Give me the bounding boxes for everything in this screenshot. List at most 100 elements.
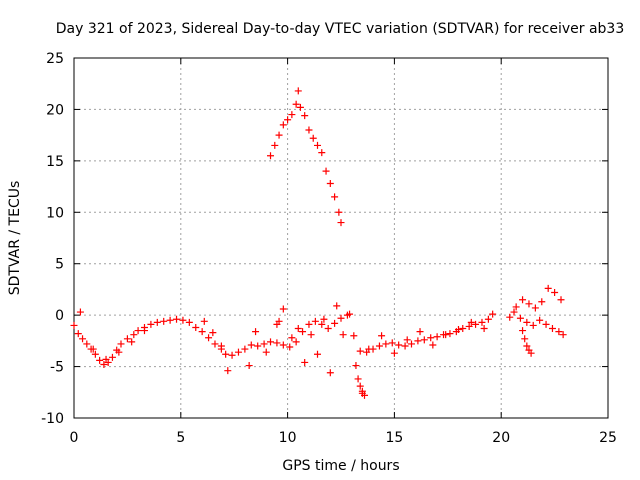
data-point	[320, 315, 328, 323]
data-point	[70, 321, 78, 329]
data-point	[433, 333, 441, 341]
data-point	[96, 356, 104, 364]
data-point	[288, 111, 296, 119]
data-point	[252, 328, 260, 336]
data-point	[166, 316, 174, 324]
data-point	[314, 350, 322, 358]
data-point	[442, 331, 450, 339]
data-point	[279, 121, 287, 129]
data-point	[83, 340, 91, 348]
data-point	[140, 327, 148, 335]
data-point	[352, 362, 360, 370]
data-point	[375, 342, 383, 350]
data-point	[79, 335, 87, 343]
data-point	[147, 320, 155, 328]
data-point	[100, 361, 108, 369]
data-point	[523, 318, 531, 326]
data-point	[335, 208, 343, 216]
data-point	[542, 320, 550, 328]
x-tick-label: 5	[176, 430, 185, 446]
data-point	[200, 317, 208, 325]
data-point	[536, 316, 544, 324]
data-point	[378, 332, 386, 340]
data-point	[429, 341, 437, 349]
data-point	[318, 149, 326, 157]
data-point	[288, 334, 296, 342]
y-tick-label: -5	[50, 360, 64, 376]
data-point	[358, 387, 366, 395]
data-point	[284, 116, 292, 124]
data-point	[356, 347, 364, 355]
data-point	[262, 348, 270, 356]
data-point	[350, 332, 358, 340]
data-point	[510, 308, 518, 316]
data-point	[356, 382, 364, 390]
data-point	[523, 342, 531, 350]
y-tick-label: 10	[46, 205, 64, 221]
data-point	[241, 345, 249, 353]
data-point	[337, 314, 345, 322]
data-point	[489, 310, 497, 318]
data-point	[527, 349, 535, 357]
data-point	[153, 318, 161, 326]
data-point	[337, 219, 345, 227]
data-point	[390, 349, 398, 357]
data-point	[506, 313, 514, 321]
data-point	[324, 325, 332, 333]
data-point	[519, 327, 527, 335]
data-point	[529, 321, 537, 329]
data-point	[301, 358, 309, 366]
data-point	[209, 329, 217, 337]
data-point	[224, 367, 232, 375]
data-point	[160, 317, 168, 325]
data-point	[74, 330, 82, 338]
y-tick-label: 5	[55, 257, 64, 273]
data-point	[173, 315, 181, 323]
data-point	[198, 328, 206, 336]
grid	[74, 58, 608, 418]
y-tick-label: 0	[55, 308, 64, 324]
data-point	[407, 340, 415, 348]
data-point	[89, 345, 97, 353]
data-point	[273, 320, 281, 328]
data-point	[559, 331, 567, 339]
y-tick-label: 15	[46, 154, 64, 170]
data-point	[117, 340, 125, 348]
data-point	[102, 355, 110, 363]
data-point	[331, 319, 339, 327]
y-tick-label: 20	[46, 102, 64, 118]
y-axis-label: SDTVAR / TECUs	[7, 181, 23, 296]
data-points	[70, 87, 567, 399]
data-point	[192, 323, 200, 331]
data-point	[401, 342, 409, 350]
data-point	[234, 348, 242, 356]
data-point	[420, 336, 428, 344]
data-point	[322, 167, 330, 175]
data-point	[465, 322, 473, 330]
x-tick-label: 10	[279, 430, 297, 446]
data-point	[267, 152, 275, 160]
data-point	[538, 298, 546, 306]
data-point	[382, 340, 390, 348]
data-point	[260, 340, 268, 348]
data-point	[459, 325, 467, 333]
data-point	[279, 341, 287, 349]
data-point	[115, 348, 123, 356]
data-point	[333, 302, 341, 310]
data-point	[108, 353, 116, 361]
data-point	[134, 327, 142, 335]
data-point	[130, 331, 138, 339]
data-point	[254, 342, 262, 350]
data-point	[211, 340, 219, 348]
x-axis-label: GPS time / hours	[282, 458, 399, 474]
data-point	[467, 318, 475, 326]
x-tick-label: 0	[70, 430, 79, 446]
data-point	[305, 320, 313, 328]
data-point	[271, 141, 279, 149]
data-point	[247, 341, 255, 349]
data-point	[292, 338, 300, 346]
data-point	[326, 369, 334, 377]
data-point	[516, 314, 524, 322]
data-point	[305, 126, 313, 134]
